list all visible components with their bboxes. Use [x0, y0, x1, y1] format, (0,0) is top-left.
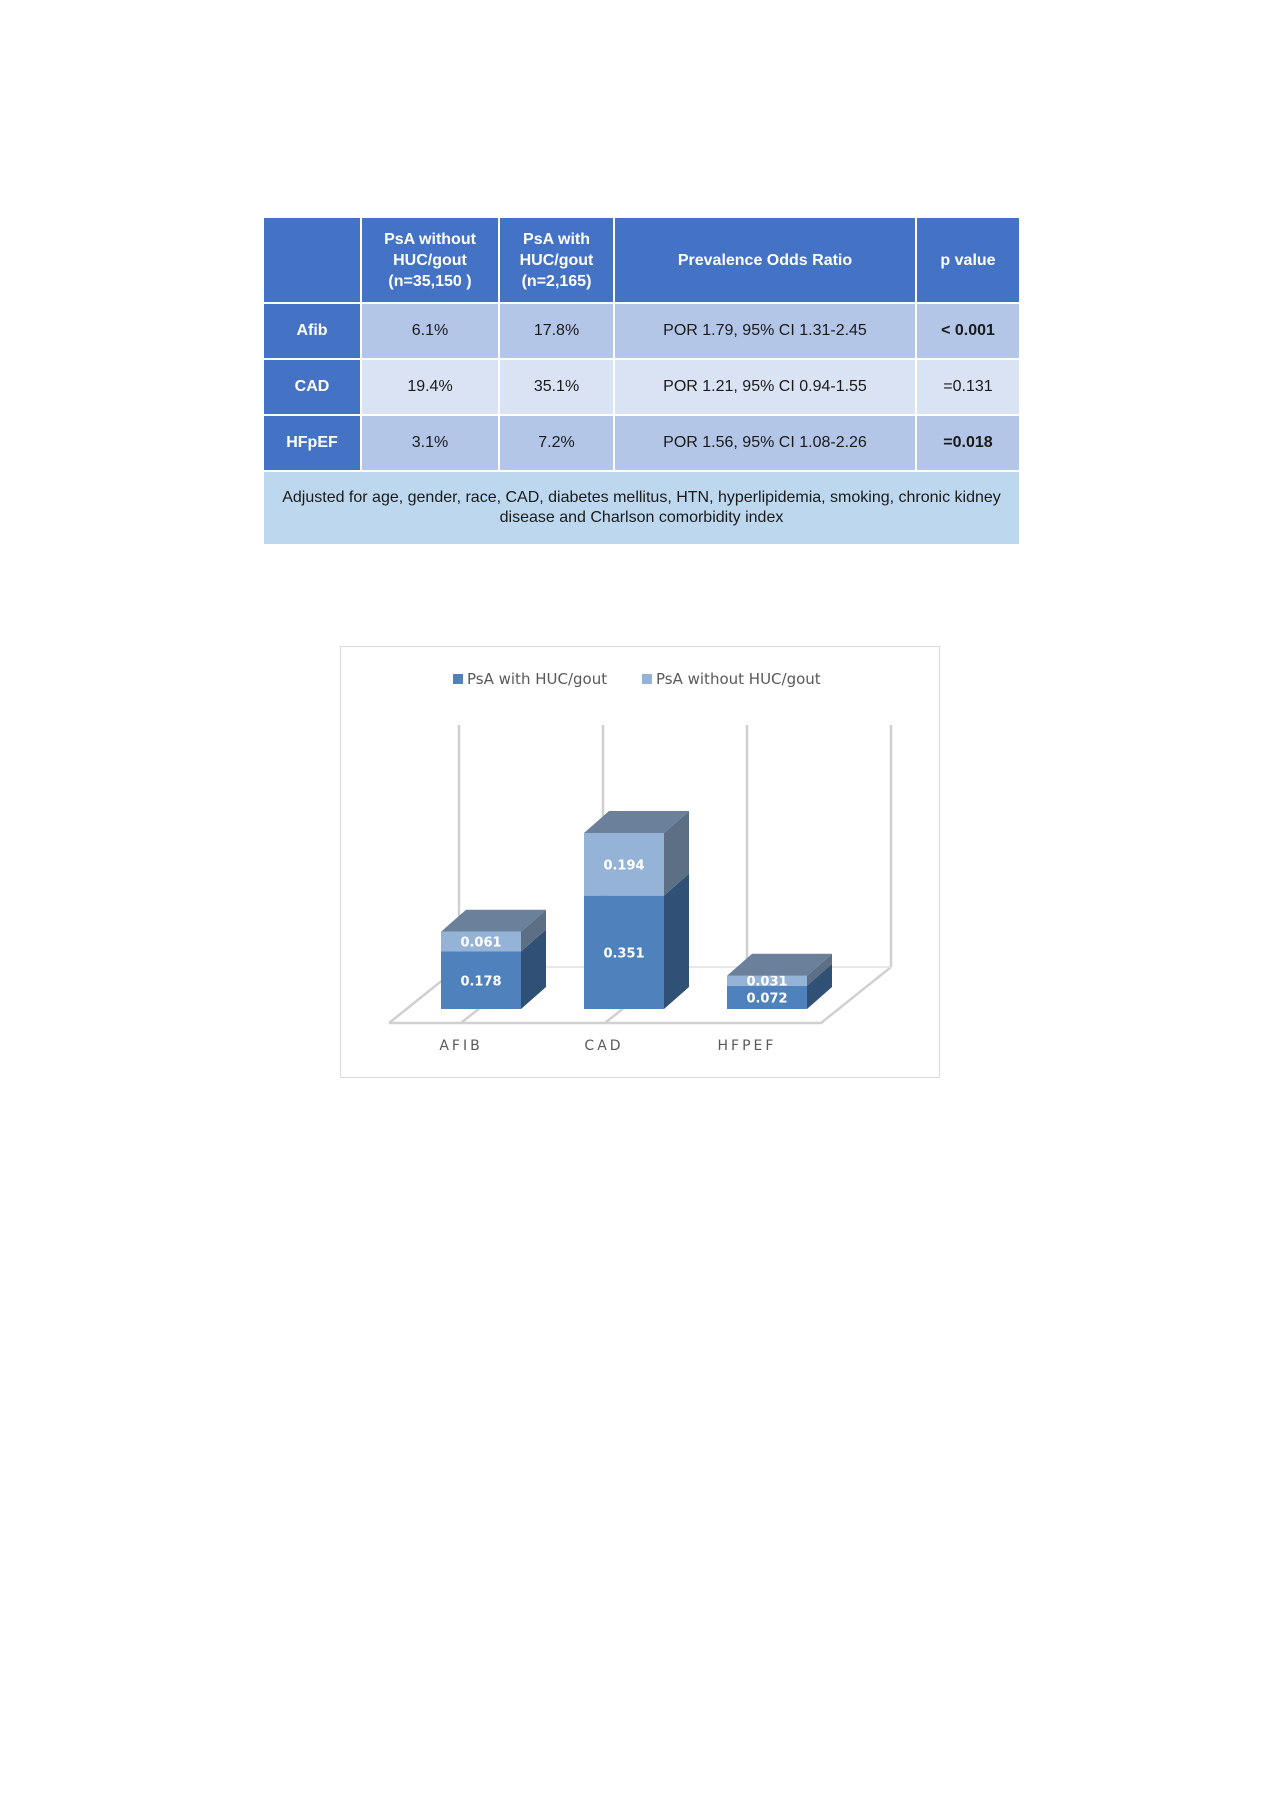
category-label: AFIB — [439, 1038, 482, 1054]
bar-data-label: 0.351 — [603, 946, 644, 961]
bar-segment-front — [441, 951, 521, 1009]
bar-top-face — [441, 909, 546, 932]
cell-without: 6.1% — [360, 302, 500, 360]
bar-segment-side — [664, 810, 689, 896]
legend-label: PsA without HUC/gout — [656, 670, 821, 688]
column-header-line: (n=35,150 ) — [388, 272, 472, 290]
column-header-line: p value — [940, 251, 996, 269]
bar-data-label: 0.031 — [746, 975, 787, 990]
bar-segment-side — [521, 909, 546, 952]
column-header-line: PsA with — [523, 230, 590, 248]
bar-top-face — [727, 953, 832, 976]
bar-segment-side — [807, 953, 832, 986]
table-row: Afib 6.1% 17.8% POR 1.79, 95% CI 1.31-2.45 <… — [262, 302, 1021, 360]
column-header-line: PsA without — [384, 230, 476, 248]
table-header: PsA without HUC/gout (n=35,150 ) PsA with HU… — [262, 216, 1021, 304]
bar-segment-side — [521, 929, 546, 1009]
row-label: CAD — [262, 358, 362, 416]
category-label: CAD — [584, 1038, 623, 1054]
table-footer: Adjusted for age, gender, race, CAD, dia… — [262, 470, 1021, 546]
bar-data-label: 0.072 — [746, 991, 787, 1006]
bar-data-label: 0.178 — [460, 974, 501, 989]
column-header-line: Prevalence Odds Ratio — [677, 251, 853, 269]
chart-floor-edge — [389, 966, 892, 1025]
bar-data-label: 0.194 — [603, 858, 644, 873]
cell-pvalue: < 0.001 — [915, 302, 1021, 360]
cell-with: 35.1% — [498, 358, 615, 416]
chart-frame: 0.178 0.061 AFIB 0.351 0.194 CAD 0.072 0.031 HFP… — [340, 646, 940, 1078]
bar-segment-side — [664, 873, 689, 1009]
table-footnote: Adjusted for age, gender, race, CAD, dia… — [262, 470, 1021, 546]
cell-por: POR 1.21, 95% CI 0.94-1.55 — [613, 358, 917, 416]
column-header-3: Prevalence Odds Ratio — [613, 216, 917, 304]
column-header-2: PsA with HUC/gout (n=2,165) — [498, 216, 615, 304]
cell-pvalue: =0.131 — [915, 358, 1021, 416]
cell-pvalue: =0.018 — [915, 414, 1021, 472]
column-header-line: HUC/gout — [519, 251, 594, 269]
bar-segment-front — [727, 975, 807, 986]
bar-segment-front — [584, 895, 664, 1009]
table-footnote-row: Adjusted for age, gender, race, CAD, dia… — [262, 470, 1021, 546]
cell-without: 3.1% — [360, 414, 500, 472]
column-header-4: p value — [915, 216, 1021, 304]
legend-swatch — [642, 674, 652, 684]
category-label: HFPEF — [718, 1038, 777, 1054]
column-header-1: PsA without HUC/gout (n=35,150 ) — [360, 216, 500, 304]
table-row: CAD 19.4% 35.1% POR 1.21, 95% CI 0.94-1.55 =… — [262, 358, 1021, 416]
column-header-line: (n=2,165) — [521, 272, 592, 290]
cell-without: 19.4% — [360, 358, 500, 416]
bar-top-face — [584, 810, 689, 833]
legend-label: PsA with HUC/gout — [467, 670, 607, 688]
results-table: PsA without HUC/gout (n=35,150 ) PsA with HU… — [262, 216, 1021, 546]
table-row: HFpEF 3.1% 7.2% POR 1.56, 95% CI 1.08-2.26 =… — [262, 414, 1021, 472]
bar-data-label: 0.061 — [460, 936, 501, 951]
cell-with: 7.2% — [498, 414, 615, 472]
row-label: Afib — [262, 302, 362, 360]
bar-segment-front — [727, 985, 807, 1009]
row-label: HFpEF — [262, 414, 362, 472]
bar-segment-front — [584, 832, 664, 896]
cell-por: POR 1.79, 95% CI 1.31-2.45 — [613, 302, 917, 360]
bar-segment-front — [441, 931, 521, 952]
cell-por: POR 1.56, 95% CI 1.08-2.26 — [613, 414, 917, 472]
table-header-row: PsA without HUC/gout (n=35,150 ) PsA with HU… — [262, 216, 1021, 304]
table-body: Afib 6.1% 17.8% POR 1.79, 95% CI 1.31-2.45 <… — [262, 302, 1021, 472]
legend-swatch — [453, 674, 463, 684]
cell-with: 17.8% — [498, 302, 615, 360]
column-header-0 — [262, 216, 362, 304]
bar-segment-side — [807, 963, 832, 1009]
column-header-line: HUC/gout — [393, 251, 467, 269]
